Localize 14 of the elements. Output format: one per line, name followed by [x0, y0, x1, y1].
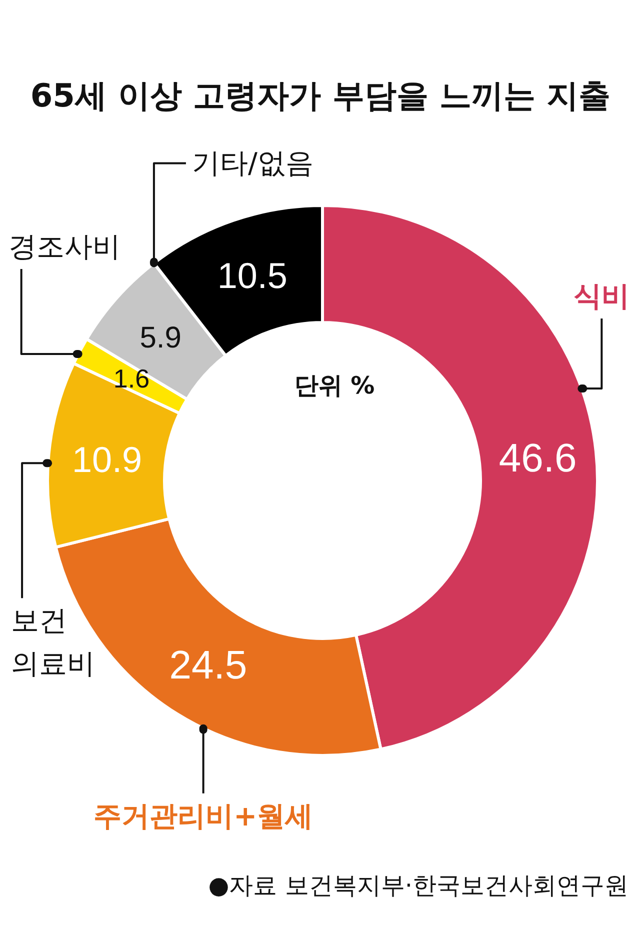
- data-label: 46.6: [498, 436, 577, 480]
- data-label: 5.9: [140, 321, 182, 354]
- text: 단위 %: [294, 372, 375, 400]
- slice-label: 주거관리비+월세: [94, 799, 314, 832]
- slice-label: 경조사비: [8, 230, 120, 263]
- slice-label: 보건 의료비: [11, 604, 96, 680]
- data-label: 24.5: [169, 643, 248, 688]
- chart-title: 65세 이상 고령자가 부담을 느끼는 지출: [30, 76, 611, 114]
- data-label: 10.9: [72, 438, 142, 480]
- data-label: 1.6: [113, 364, 150, 394]
- data-label: 10.5: [217, 255, 288, 296]
- slice-label: 식비: [574, 280, 630, 313]
- text: ●자료 보건복지부·한국보건사회연구원: [208, 872, 629, 900]
- slice-label: 기타/없음: [192, 146, 314, 180]
